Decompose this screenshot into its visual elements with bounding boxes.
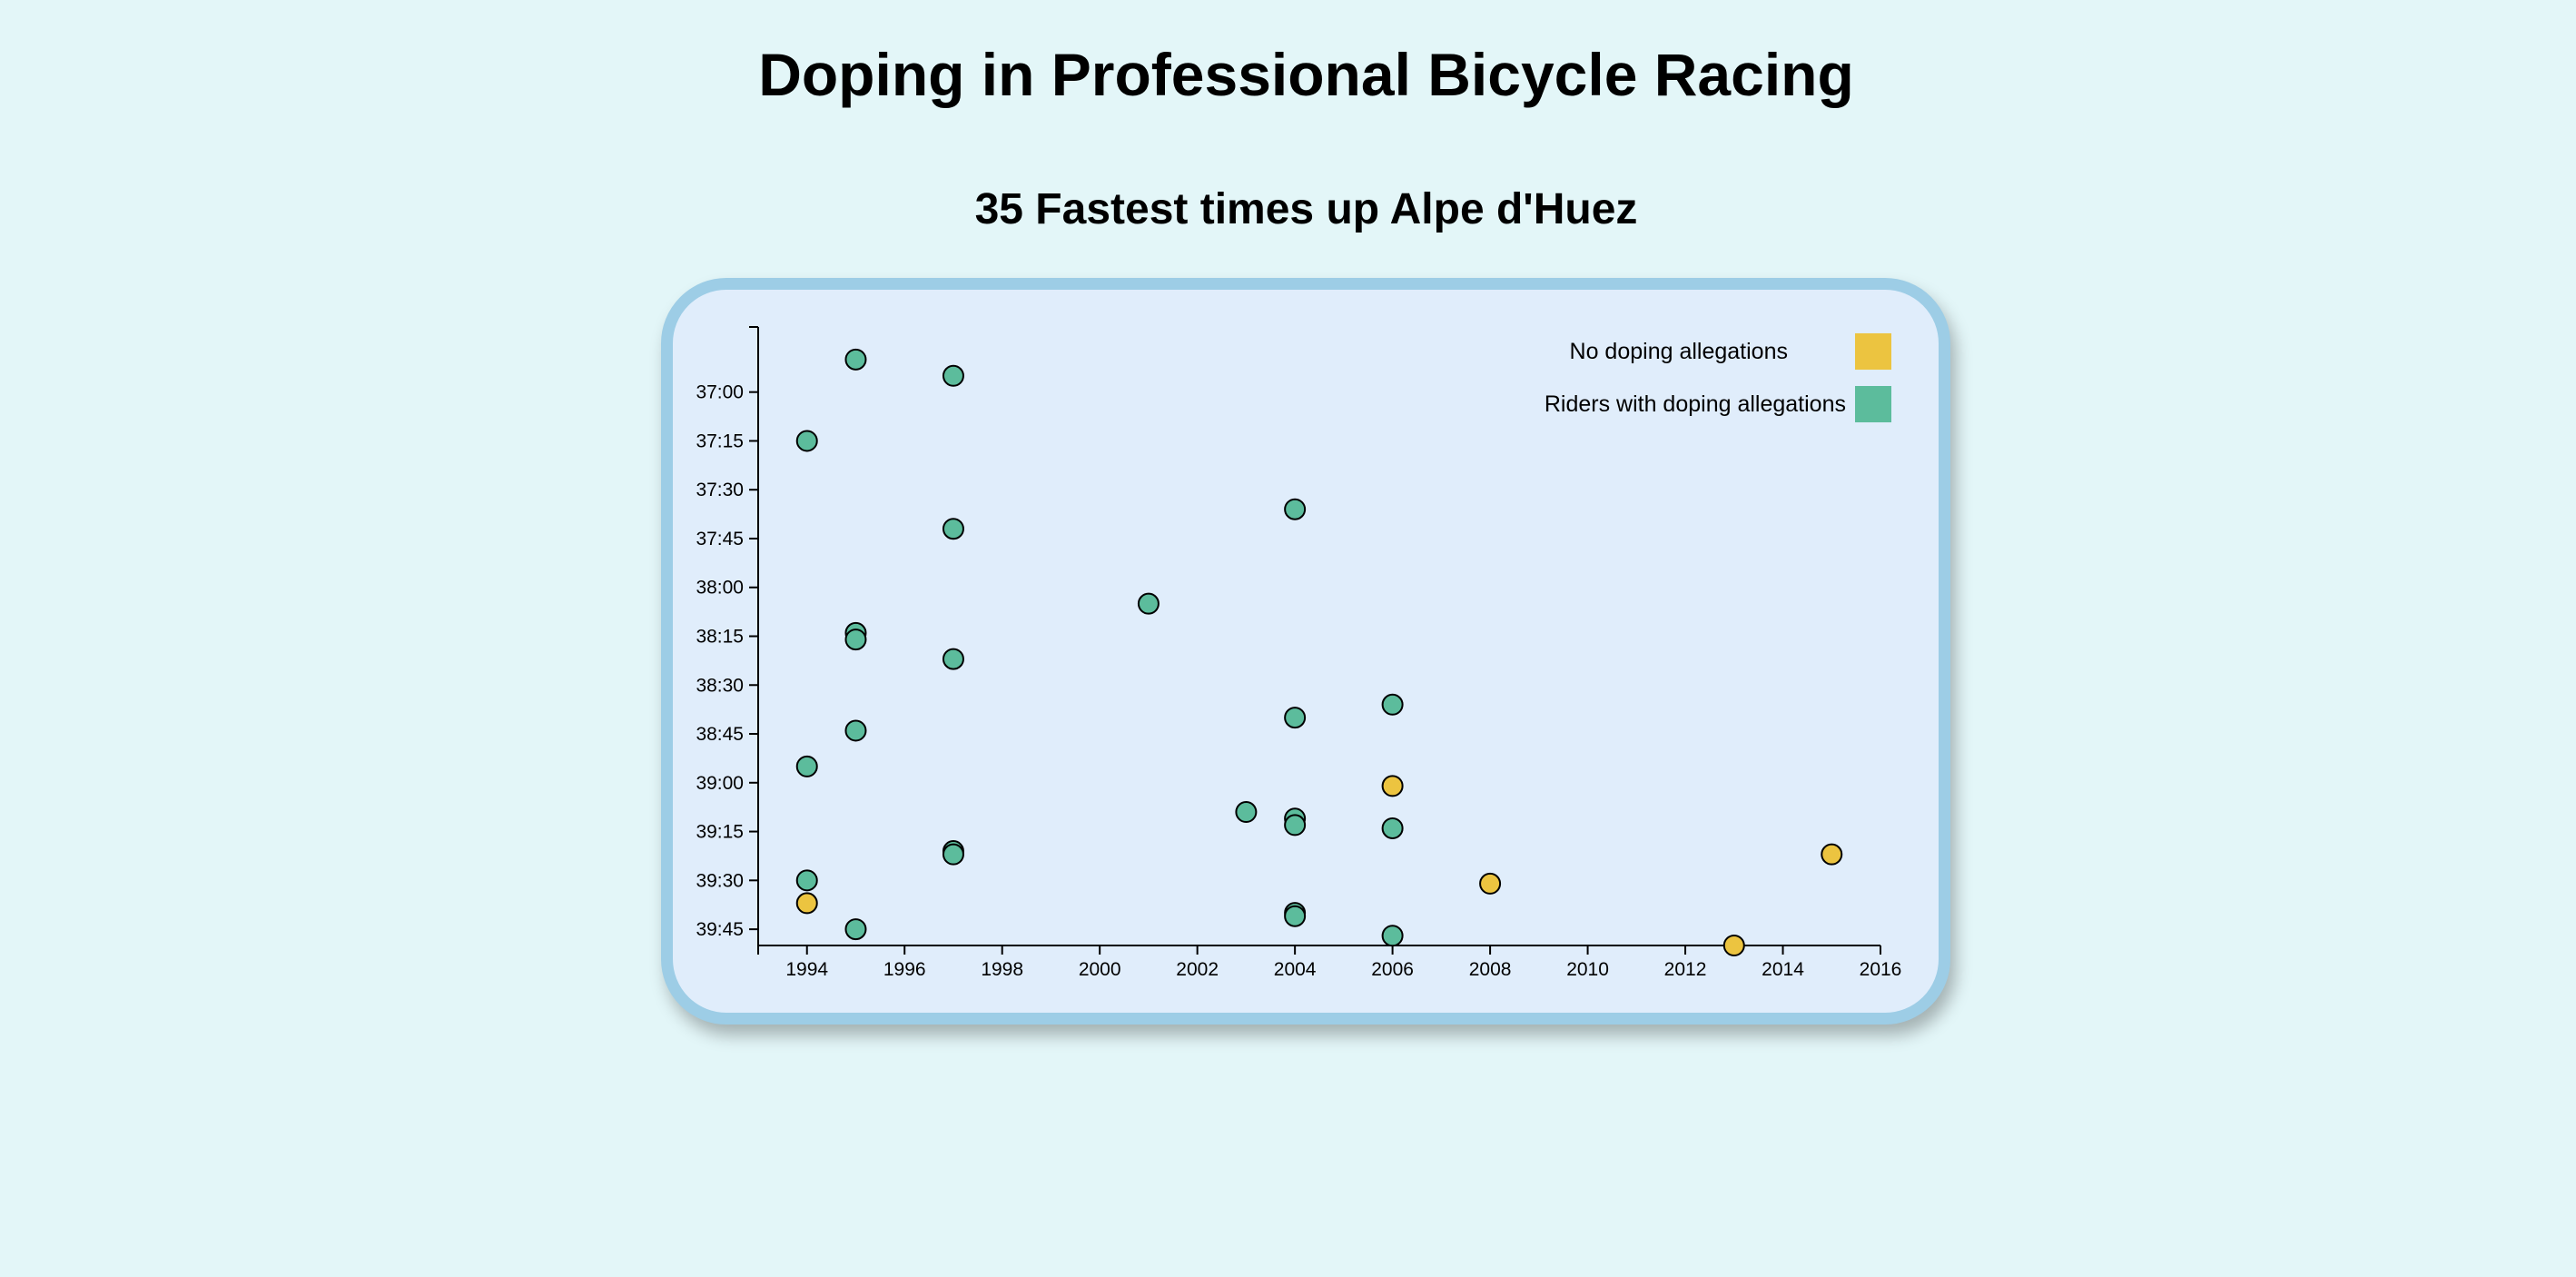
x-tick-label: 2006 <box>1371 959 1414 980</box>
y-tick-label: 37:15 <box>696 431 744 451</box>
chart-title: 35 Fastest times up Alpe d'Huez <box>974 185 1638 233</box>
y-tick-label: 37:30 <box>696 480 744 500</box>
x-tick-label: 2012 <box>1664 959 1707 980</box>
axes: 37:00 37:15 37:30 37:45 38:00 38:15 38:30 38:45… <box>696 326 1902 980</box>
data-point[interactable] <box>844 918 867 941</box>
x-tick-label: 2010 <box>1566 959 1609 980</box>
data-point[interactable] <box>1479 872 1502 895</box>
y-tick-label: 37:45 <box>696 529 744 549</box>
legend-label-doping: Riders with doping allegations <box>1545 391 1846 417</box>
data-point[interactable] <box>942 364 964 387</box>
y-tick-label: 38:30 <box>696 675 744 696</box>
data-point[interactable] <box>1821 843 1843 866</box>
x-tick-label: 2016 <box>1860 959 1902 980</box>
x-tick-label: 2002 <box>1176 959 1219 980</box>
y-tick-label: 39:30 <box>696 870 744 891</box>
data-point[interactable] <box>844 629 867 651</box>
scatter-plot: 37:00 37:15 37:30 37:45 38:00 38:15 38:30 38:45… <box>696 326 1902 980</box>
data-point[interactable] <box>795 892 818 915</box>
legend: No doping allegations Riders with doping … <box>1545 333 1891 422</box>
page-title: Doping in Professional Bicycle Racing <box>758 41 1854 108</box>
data-point[interactable] <box>1381 775 1404 797</box>
data-points <box>795 348 1843 956</box>
data-point[interactable] <box>1722 935 1745 956</box>
x-tick-label: 1998 <box>981 959 1023 980</box>
x-tick-label: 1994 <box>785 959 828 980</box>
data-point[interactable] <box>942 648 964 670</box>
y-tick-label: 39:45 <box>696 919 744 940</box>
data-point[interactable] <box>1284 707 1307 729</box>
data-point[interactable] <box>1284 498 1307 520</box>
y-tick-label: 39:00 <box>696 773 744 794</box>
x-tick-label: 2000 <box>1079 959 1121 980</box>
legend-label-clean: No doping allegations <box>1570 339 1788 364</box>
data-point[interactable] <box>1381 817 1404 839</box>
data-point[interactable] <box>1381 693 1404 716</box>
data-point[interactable] <box>844 348 867 371</box>
legend-swatch-doping <box>1855 386 1891 422</box>
chart-card: 37:00 37:15 37:30 37:45 38:00 38:15 38:30 38:45… <box>661 278 1950 1025</box>
y-tick-label: 38:00 <box>696 578 744 599</box>
data-point[interactable] <box>795 755 818 777</box>
y-tick-label: 39:15 <box>696 822 744 843</box>
data-point[interactable] <box>1284 905 1307 927</box>
x-tick-label: 2008 <box>1469 959 1512 980</box>
legend-swatch-clean <box>1855 333 1891 370</box>
y-tick-label: 38:45 <box>696 724 744 745</box>
data-point[interactable] <box>942 843 964 866</box>
data-point[interactable] <box>795 430 818 452</box>
x-tick-label: 2014 <box>1762 959 1804 980</box>
y-tick-label: 38:15 <box>696 627 744 648</box>
data-point[interactable] <box>1137 592 1160 615</box>
data-point[interactable] <box>795 869 818 892</box>
data-point[interactable] <box>942 518 964 540</box>
data-point[interactable] <box>1235 801 1258 824</box>
x-tick-label: 1996 <box>883 959 926 980</box>
data-point[interactable] <box>844 719 867 742</box>
x-tick-label: 2004 <box>1274 959 1317 980</box>
data-point[interactable] <box>1284 814 1307 836</box>
data-point[interactable] <box>1381 925 1404 947</box>
y-tick-label: 37:00 <box>696 382 744 403</box>
